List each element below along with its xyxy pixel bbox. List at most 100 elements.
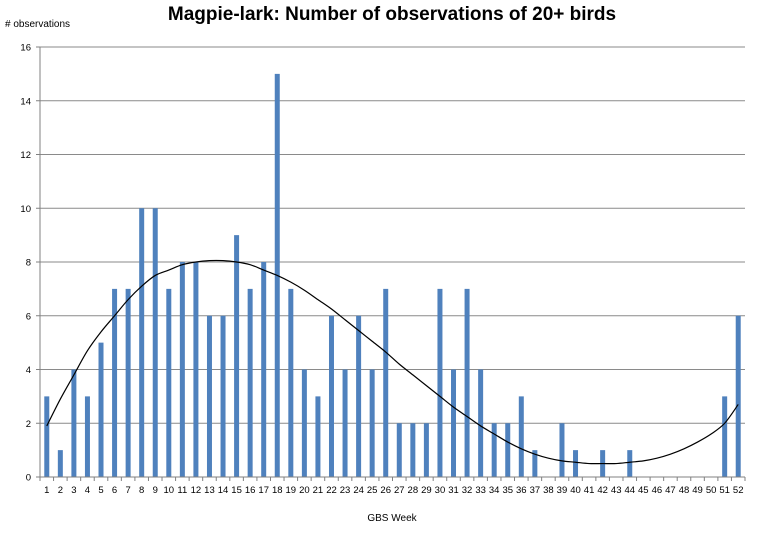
bar	[722, 396, 728, 478]
x-tick-label: 11	[177, 485, 187, 496]
x-tick-label: 40	[570, 485, 581, 496]
gridlines	[40, 46, 745, 424]
x-tick-label: 18	[272, 485, 283, 496]
y-tick-label: 4	[26, 365, 31, 376]
x-tick-label: 39	[557, 485, 568, 496]
bar	[301, 369, 307, 477]
x-tick-label: 29	[421, 485, 432, 496]
bar	[139, 208, 145, 477]
bar	[152, 208, 158, 477]
bar	[288, 288, 294, 478]
bar	[98, 342, 104, 478]
axes	[36, 46, 746, 481]
x-tick-label: 27	[394, 485, 405, 496]
x-tick-label: 2	[58, 485, 63, 496]
bar	[57, 450, 63, 478]
x-tick-label: 5	[98, 485, 103, 496]
bar	[220, 315, 226, 477]
bar	[505, 423, 511, 477]
x-axis-label: GBS Week	[367, 513, 417, 524]
bar	[247, 288, 253, 478]
y-tick-label: 16	[20, 43, 31, 54]
x-tick-label: 52	[733, 485, 744, 496]
x-tick-label: 22	[326, 485, 337, 496]
x-tick-label: 21	[313, 485, 324, 496]
x-tick-label: 23	[340, 485, 351, 496]
x-tick-label: 25	[367, 485, 378, 496]
x-tick-label: 30	[435, 485, 446, 496]
chart-title: Magpie-lark: Number of observations of 2…	[168, 4, 616, 25]
x-tick-label: 37	[530, 485, 541, 496]
bar	[206, 315, 212, 477]
bar	[627, 450, 633, 478]
bar	[451, 369, 457, 477]
y-tick-label: 12	[20, 150, 31, 161]
x-tick-label: 20	[299, 485, 310, 496]
bar	[179, 262, 185, 477]
bar	[342, 369, 348, 477]
x-tick-label: 45	[638, 485, 649, 496]
bar	[166, 288, 172, 478]
x-tick-label: 16	[245, 485, 256, 496]
bar	[234, 235, 240, 478]
bar	[383, 288, 389, 478]
bar	[491, 423, 497, 477]
x-tick-label: 47	[665, 485, 676, 496]
x-tick-label: 24	[353, 485, 364, 496]
bar	[44, 396, 50, 478]
x-tick-label: 44	[624, 485, 635, 496]
x-tick-label: 36	[516, 485, 527, 496]
bar	[735, 315, 741, 477]
x-tick-label: 33	[475, 485, 486, 496]
x-tick-label: 49	[692, 485, 703, 496]
bar	[518, 396, 524, 478]
x-tick-label: 38	[543, 485, 554, 496]
x-tick-label: 7	[125, 485, 130, 496]
y-tick-label: 14	[20, 96, 31, 107]
bar	[478, 369, 484, 477]
x-tick-label: 10	[164, 485, 175, 496]
y-tick-label: 2	[26, 419, 31, 430]
bar	[193, 262, 199, 477]
y-tick-label: 8	[26, 258, 31, 269]
bar	[112, 288, 118, 478]
x-tick-label: 8	[139, 485, 144, 496]
x-tick-label: 43	[611, 485, 622, 496]
bar	[328, 315, 334, 477]
x-tick-label: 14	[218, 485, 229, 496]
x-tick-label: 50	[706, 485, 717, 496]
bar	[261, 262, 267, 477]
bar	[410, 423, 416, 477]
x-tick-label: 4	[85, 485, 90, 496]
bar	[356, 315, 362, 477]
x-tick-label: 13	[204, 485, 215, 496]
bar	[464, 288, 470, 478]
y-tick-label: 6	[26, 311, 31, 322]
x-tick-label: 9	[153, 485, 158, 496]
x-tick-label: 12	[191, 485, 202, 496]
bar	[423, 423, 429, 477]
x-tick-label: 6	[112, 485, 117, 496]
x-tick-label: 15	[231, 485, 242, 496]
bar	[71, 369, 77, 477]
trendline-layer	[46, 259, 739, 465]
x-tick-label: 26	[380, 485, 391, 496]
x-tick-label: 19	[286, 485, 297, 496]
bar	[573, 450, 579, 478]
x-tick-label: 3	[71, 485, 76, 496]
x-tick-label: 1	[44, 485, 49, 496]
x-tick-label: 42	[597, 485, 608, 496]
x-tick-label: 28	[408, 485, 419, 496]
y-tick-label: 10	[20, 204, 31, 215]
y-tick-labels: 0 2 4 6 8 10 12 14 16	[20, 43, 31, 484]
x-tick-label: 17	[258, 485, 269, 496]
x-tick-labels: 1 2 3 4 5 6 7 8 9 10 11 12 13 14 15 16 17 18 19 20 21 22 23 24 2…	[44, 485, 743, 496]
trendline	[46, 259, 739, 465]
y-tick-label: 0	[26, 473, 31, 484]
x-tick-label: 48	[679, 485, 690, 496]
x-tick-label: 41	[584, 485, 595, 496]
x-tick-label: 32	[462, 485, 473, 496]
x-tick-label: 35	[502, 485, 513, 496]
x-tick-label: 34	[489, 485, 500, 496]
